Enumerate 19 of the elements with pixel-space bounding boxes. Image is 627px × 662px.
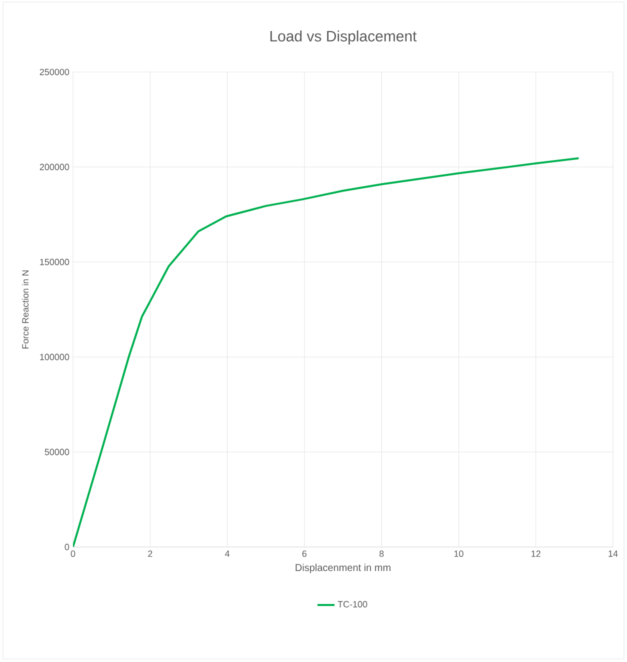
x-tick-label: 0 bbox=[70, 550, 76, 557]
y-tick-label: 50000 bbox=[44, 448, 70, 456]
x-tick-label: 4 bbox=[224, 550, 230, 557]
y-axis-title: Force Reaction in N bbox=[22, 270, 29, 349]
x-tick-label: 2 bbox=[148, 550, 152, 557]
line-series bbox=[72, 157, 580, 547]
x-tick-label: 10 bbox=[454, 550, 464, 557]
y-tick-label: 0 bbox=[64, 544, 70, 550]
x-tick-label: 6 bbox=[302, 550, 307, 557]
y-tick-label: 100000 bbox=[40, 354, 70, 360]
legend-label: TC-100 bbox=[338, 601, 368, 608]
y-tick-label: 200000 bbox=[40, 164, 70, 170]
y-tick-label: 250000 bbox=[40, 68, 70, 76]
chart-title: Load vs Displacement bbox=[270, 30, 417, 44]
x-tick-label: 12 bbox=[532, 550, 540, 557]
y-tick-label: 150000 bbox=[40, 258, 70, 266]
x-tick-label: 14 bbox=[608, 550, 618, 557]
x-tick-label: 8 bbox=[379, 550, 384, 557]
x-axis-title: Displacenment in mm bbox=[296, 564, 390, 574]
